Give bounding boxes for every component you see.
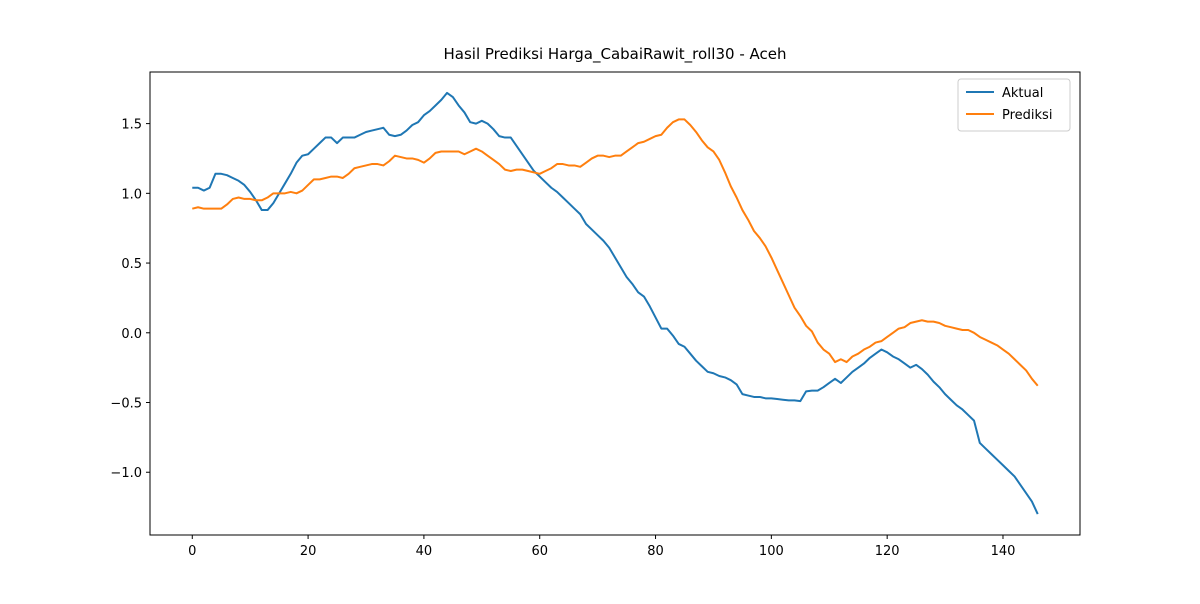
y-tick-label: 0.5	[121, 257, 142, 272]
y-tick-label: 0.0	[121, 327, 142, 342]
chart-title: Hasil Prediksi Harga_CabaiRawit_roll30 -…	[444, 45, 787, 64]
x-tick-label: 140	[991, 544, 1016, 559]
legend: Aktual Prediksi	[957, 78, 1071, 132]
legend-label: Aktual	[1002, 86, 1043, 101]
x-tick-label: 100	[759, 544, 784, 559]
x-tick-label: 80	[647, 544, 664, 559]
series-line	[192, 91, 1039, 515]
y-tick-label: −1.0	[110, 466, 142, 481]
y-tick-label: −0.5	[110, 397, 142, 412]
plot-frame	[149, 71, 1081, 536]
x-tick-label: 40	[416, 544, 433, 559]
x-tick-label: 20	[300, 544, 317, 559]
x-tick-label: 120	[875, 544, 900, 559]
y-tick-label: 1.5	[121, 118, 142, 133]
y-tick-label: 1.0	[121, 187, 142, 202]
x-tick-label: 60	[531, 544, 548, 559]
x-tick-label: 0	[188, 544, 196, 559]
legend-label: Prediksi	[1002, 108, 1052, 123]
series-line	[192, 118, 1039, 387]
